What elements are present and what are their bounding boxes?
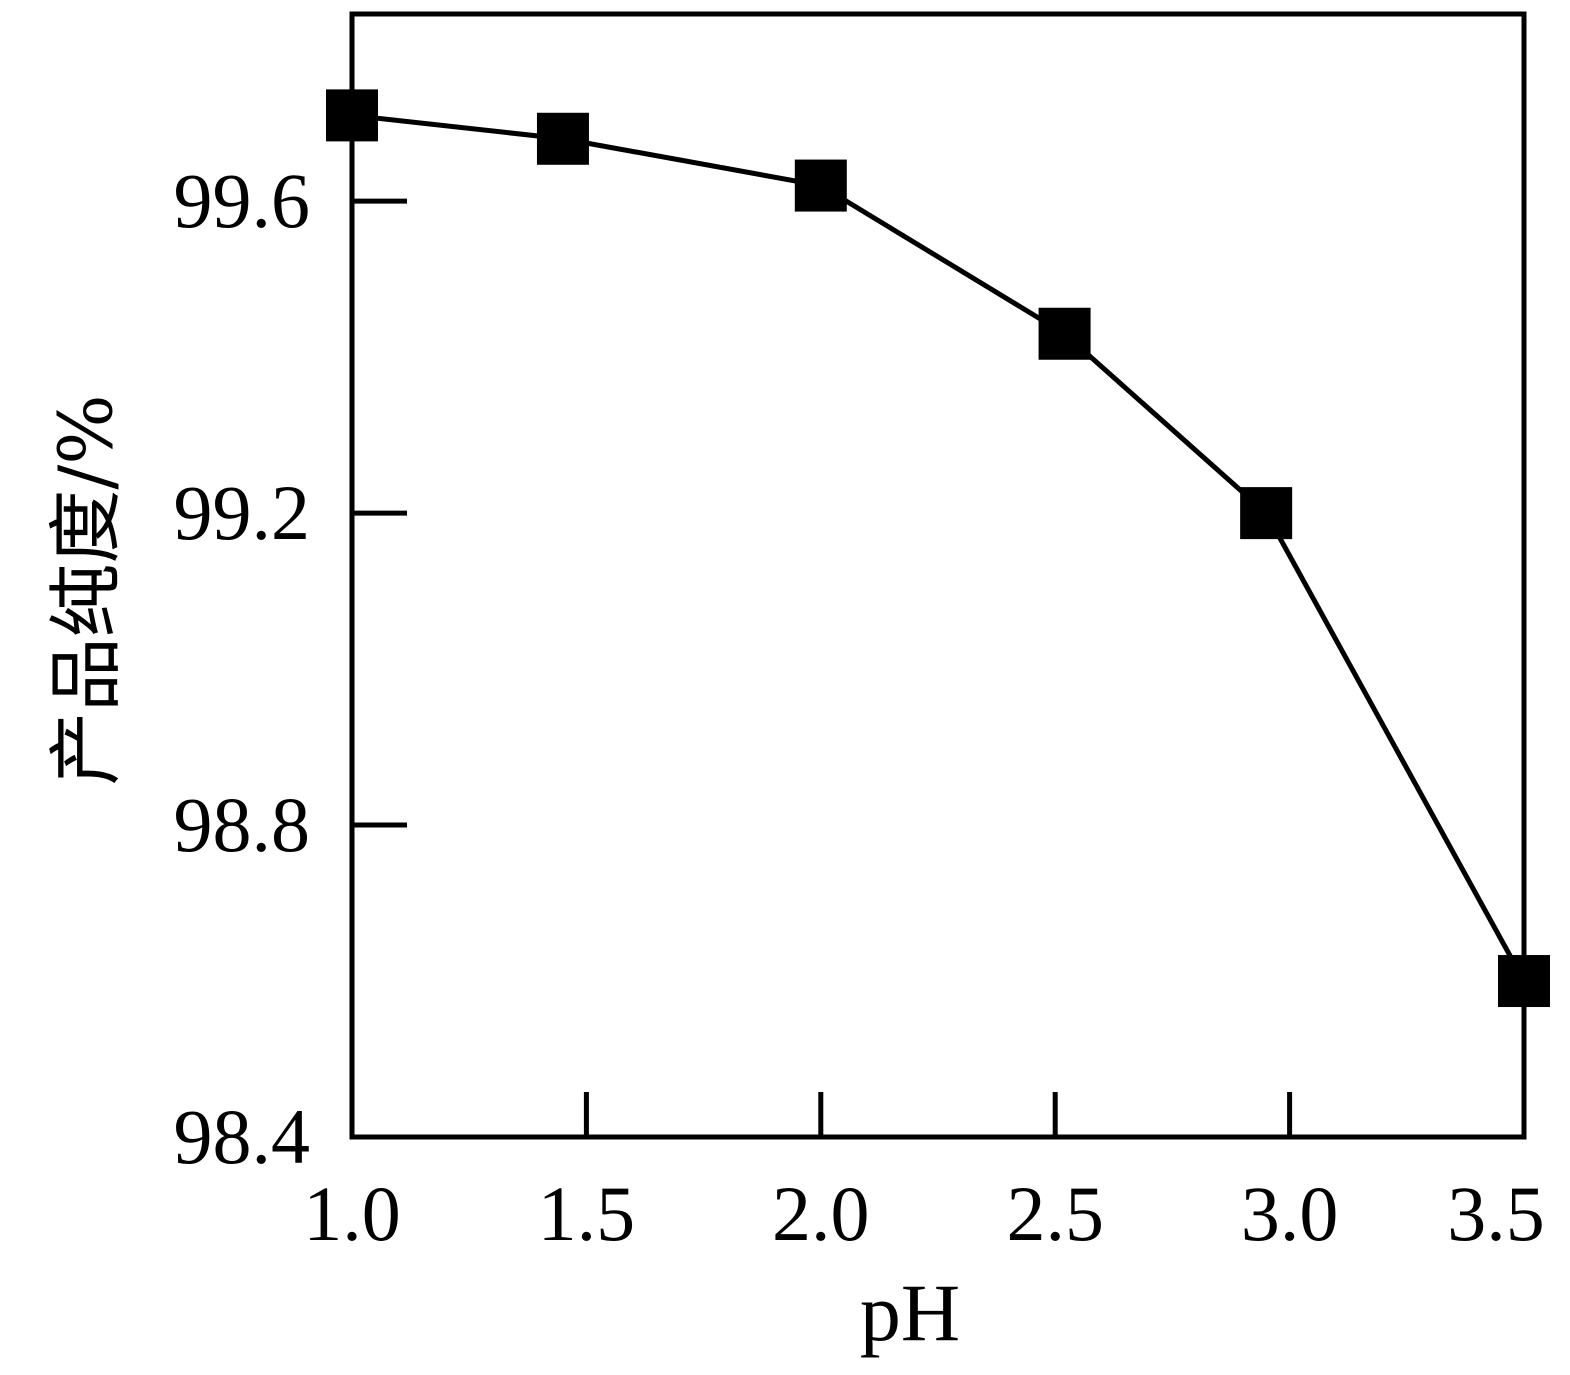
y-tick-label: 98.4 <box>174 1093 311 1180</box>
x-tick-label: 1.5 <box>538 1170 636 1257</box>
data-point-marker <box>1038 307 1091 360</box>
data-point-marker <box>326 89 378 142</box>
x-ticks: 1.0 1.5 2.0 2.5 3.0 3.5 <box>303 1092 1545 1257</box>
data-point-marker <box>1240 487 1293 540</box>
y-ticks: 98.4 98.8 99.2 99.6 <box>174 157 407 1180</box>
y-axis-label: 产品纯度/% <box>43 394 129 785</box>
data-point-marker <box>794 159 847 212</box>
y-tick-label: 98.8 <box>174 781 311 868</box>
series-markers <box>326 89 1550 1008</box>
x-tick-label: 1.0 <box>303 1170 401 1257</box>
y-tick-label: 99.2 <box>174 469 311 556</box>
plot-frame <box>349 11 1527 1140</box>
data-point-marker <box>536 112 589 165</box>
y-tick-label: 99.6 <box>174 157 311 244</box>
x-axis-label: pH <box>860 1267 960 1358</box>
data-point-marker <box>1498 955 1550 1008</box>
x-tick-label: 2.0 <box>772 1170 870 1257</box>
x-tick-label: 3.5 <box>1447 1170 1545 1257</box>
series-line <box>351 112 1527 983</box>
x-tick-label: 2.5 <box>1006 1170 1104 1257</box>
x-tick-label: 3.0 <box>1241 1170 1339 1257</box>
